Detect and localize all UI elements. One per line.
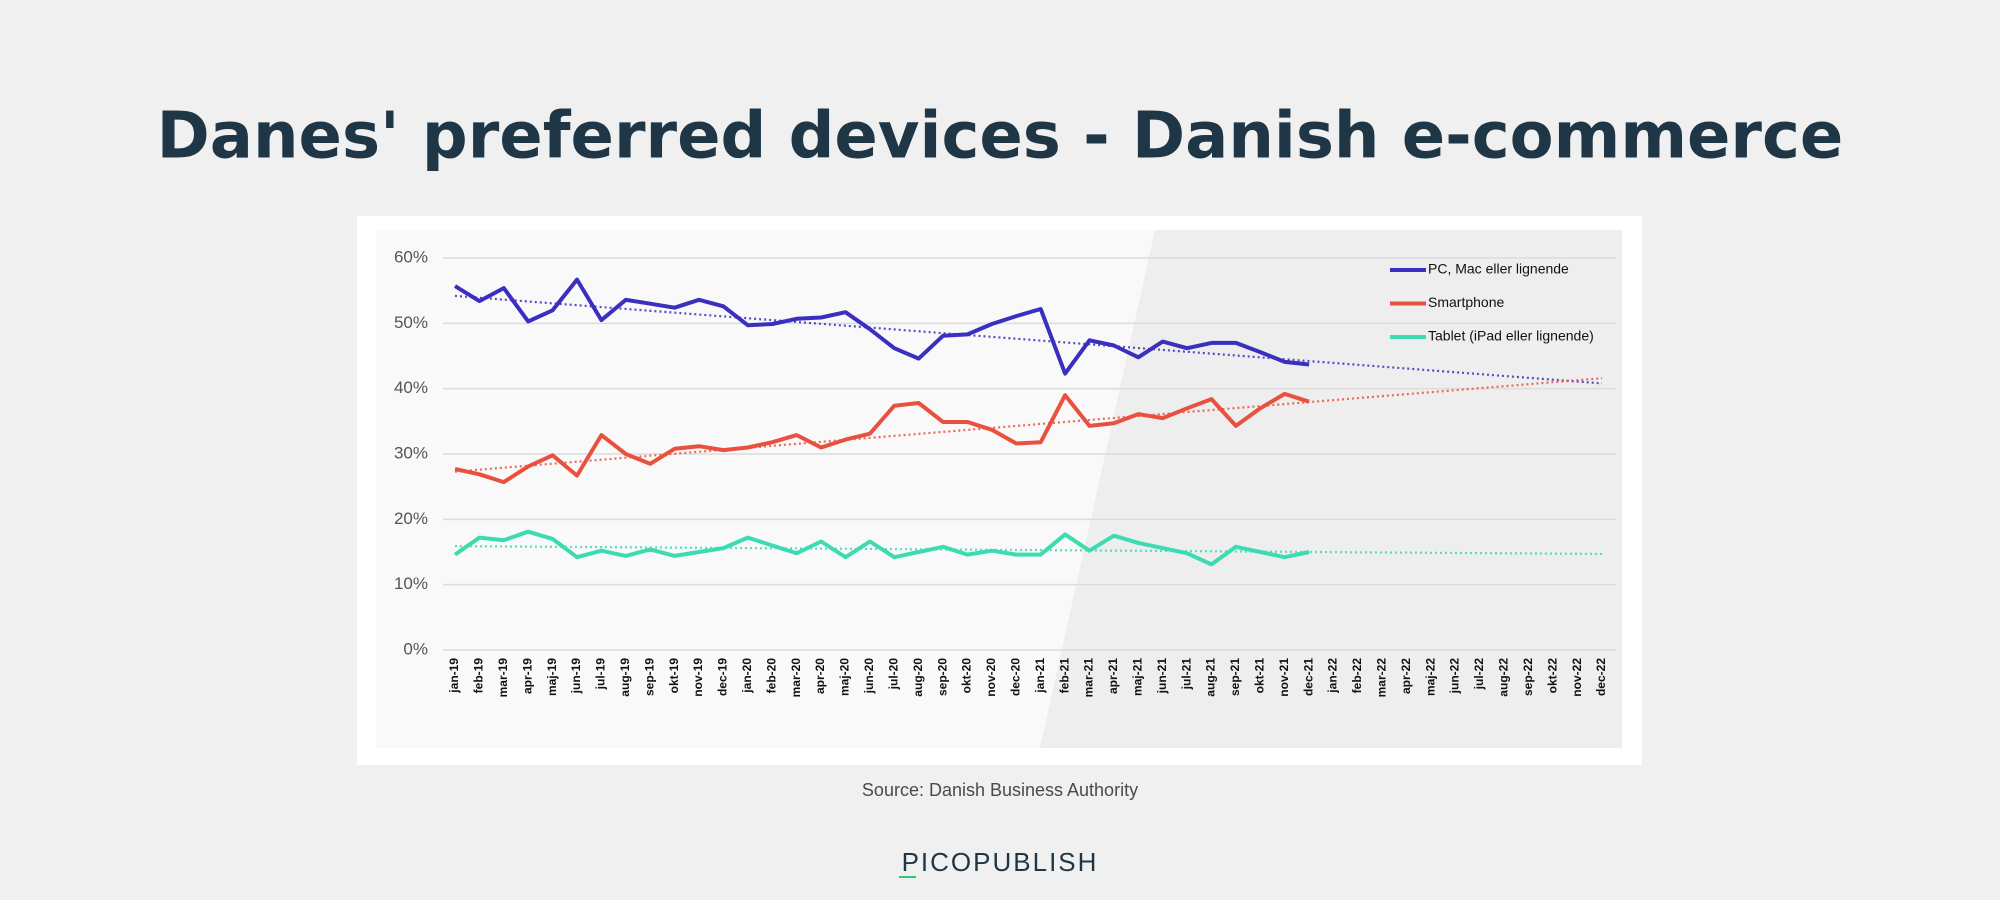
x-tick-label: maj-19: [545, 658, 559, 696]
y-tick-label: 60%: [394, 247, 428, 266]
x-tick-label: dec-20: [1008, 658, 1022, 696]
x-tick-label: okt-21: [1253, 658, 1267, 694]
x-tick-label: okt-19: [667, 658, 681, 694]
legend-label: Smartphone: [1428, 294, 1504, 310]
x-tick-label: jun-19: [569, 658, 583, 695]
series-line: [453, 277, 1310, 376]
series-line: [453, 529, 1310, 567]
y-tick-label: 0%: [403, 639, 428, 658]
shade: [1040, 230, 1622, 748]
legend-label: PC, Mac eller lignende: [1428, 261, 1569, 277]
x-tick-label: jun-21: [1155, 658, 1169, 695]
x-tick-label: nov-20: [984, 658, 998, 697]
x-tick-label: mar-21: [1082, 658, 1096, 698]
x-tick-label: apr-20: [813, 658, 827, 694]
x-tick-label: apr-19: [520, 658, 534, 694]
x-tick-label: jan-21: [1033, 658, 1047, 694]
x-tick-label: jul-20: [886, 658, 900, 691]
x-tick-label: apr-21: [1106, 658, 1120, 694]
x-tick-label: sep-20: [935, 658, 949, 696]
x-tick-label: dec-22: [1594, 658, 1608, 696]
x-tick-label: sep-22: [1521, 658, 1535, 696]
x-tick-label: jun-22: [1448, 658, 1462, 695]
x-tick-label: nov-22: [1570, 658, 1584, 697]
source: Source: Danish Business Authority: [862, 780, 1138, 800]
x-tick-label: aug-19: [618, 658, 632, 697]
x-tick-label: aug-20: [911, 658, 925, 697]
y-tick-label: 10%: [394, 574, 428, 593]
x-tick-label: mar-19: [496, 658, 510, 698]
x-tick-label: jul-19: [594, 658, 608, 691]
x-tick-label: nov-19: [691, 658, 705, 697]
y-tick-label: 40%: [394, 378, 428, 397]
y-tick-label: 20%: [394, 509, 428, 528]
x-tick-label: mar-22: [1375, 658, 1389, 698]
x-tick-label: feb-19: [472, 658, 486, 694]
chart-title: Danes' preferred devices - Danish e-comm…: [157, 100, 1844, 174]
x-tick-label: maj-22: [1423, 658, 1437, 696]
x-tick-label: jul-21: [1179, 658, 1193, 691]
x-tick-label: feb-20: [764, 658, 778, 694]
series-line: [454, 391, 1310, 485]
y-tick-label: 30%: [394, 443, 428, 462]
legend-label: Tablet (iPad eller lignende): [1428, 328, 1594, 344]
trend-line: [454, 294, 1603, 385]
brand: PICOPUBLISH: [902, 847, 1099, 877]
y-tick-label: 50%: [394, 313, 428, 332]
x-tick-label: jul-22: [1472, 658, 1486, 691]
x-tick-label: dec-19: [716, 658, 730, 696]
x-tick-label: sep-19: [642, 658, 656, 696]
plot: 0% 10% 20% 30% 40% 50% 60% jan-19 feb-19 mar-19 ap…: [394, 247, 1616, 697]
x-tick-label: jun-20: [862, 658, 876, 695]
x-tick-label: maj-20: [838, 658, 852, 696]
x-tick-label: aug-21: [1204, 658, 1218, 697]
x-tick-label: maj-21: [1130, 658, 1144, 696]
x-tick-label: sep-21: [1228, 658, 1242, 696]
x-tick-label: jan-20: [740, 658, 754, 694]
x-tick-label: feb-22: [1350, 658, 1364, 694]
x-tick-label: apr-22: [1399, 658, 1413, 694]
x-tick-label: aug-22: [1497, 658, 1511, 697]
x-tick-label: jan-22: [1326, 658, 1340, 694]
trend-line: [454, 545, 1603, 556]
x-tick-label: nov-21: [1277, 658, 1291, 697]
x-tick-label: jan-19: [447, 658, 461, 694]
trend-line: [454, 377, 1603, 473]
x-tick-label: feb-21: [1057, 658, 1071, 694]
x-tick-label: okt-22: [1545, 658, 1559, 694]
x-tick-label: dec-21: [1301, 658, 1315, 696]
x-tick-label: mar-20: [789, 658, 803, 698]
x-tick-label: okt-20: [960, 658, 974, 694]
